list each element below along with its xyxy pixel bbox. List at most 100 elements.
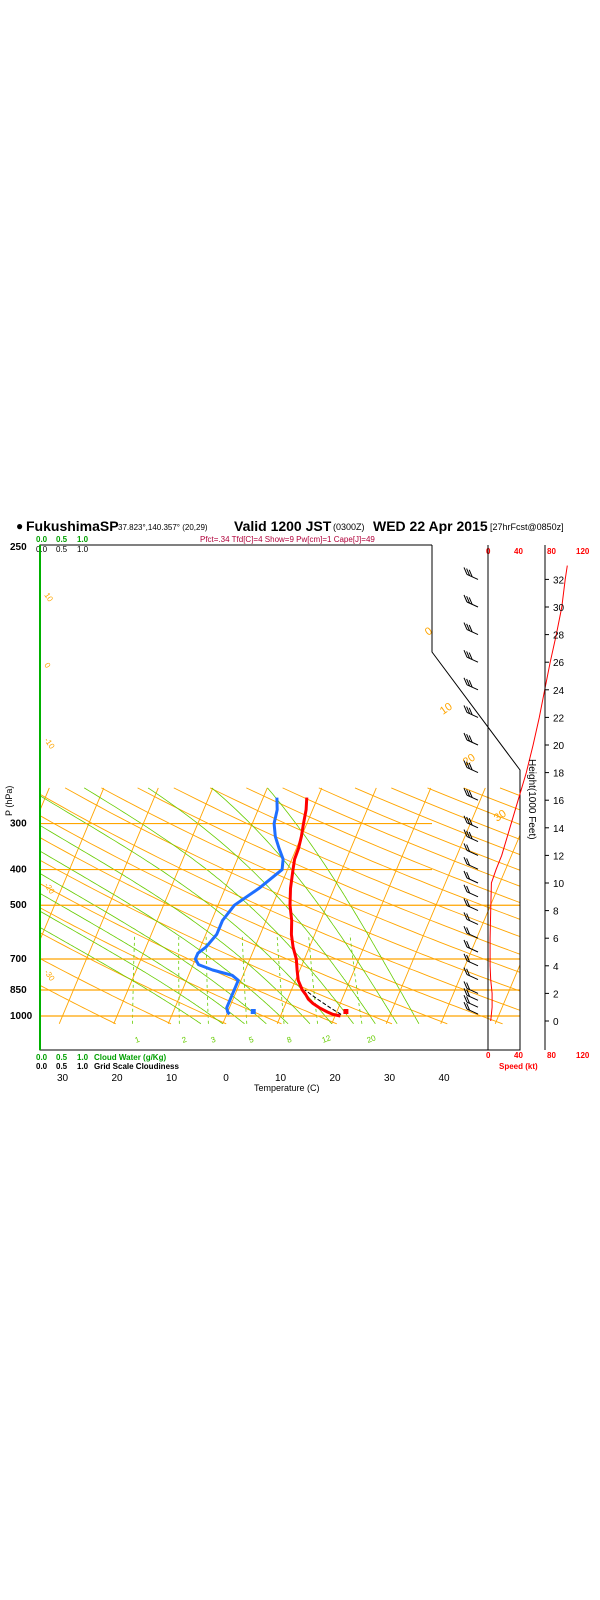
scale-tick: 0.0 [36,1062,48,1071]
wind-barb [463,815,479,829]
wind-barb [463,829,479,843]
wind-barb [463,981,479,994]
mixing-ratio-label: 8 [286,1035,294,1045]
theta-label: 0 [423,625,435,638]
barb-shaft [466,767,479,774]
height-tick-label: 4 [553,962,559,973]
barb-flag [468,680,473,688]
barb-shaft [466,849,479,856]
temperature-axis-ticks: 30 20 10 0 10 20 30 40 [57,1073,450,1084]
adiabat-label: -30 [42,968,56,983]
station-name: FukushimaSP [26,518,119,534]
temperature-tick-label: 30 [384,1073,396,1084]
barb-flag [466,954,471,963]
wind-barb [463,732,479,746]
barb-shaft [466,932,479,939]
wind-speed-profile [489,565,568,1022]
adiabat-label: -20 [42,881,56,896]
barb-shaft [466,601,479,608]
barb-shaft [466,836,479,843]
dry-adiabat-line [572,788,600,1024]
scale-tick: 0.5 [56,545,68,554]
adiabat-label: 0 [42,661,52,670]
barb-flag [466,761,471,769]
barb-flag [463,622,468,630]
cloud-water-label: Cloud Water (g/Kg) [94,1053,166,1062]
barb-flag [463,939,468,948]
barb-flag [463,594,468,603]
scale-tick: 1.0 [77,545,89,554]
temperature-tick-label: 10 [166,1073,178,1084]
moist-adiabat-line [40,787,223,1025]
barb-flag [468,624,473,633]
speed-tick: 120 [576,1051,590,1060]
wind-barb [463,677,479,691]
barb-shaft [466,946,479,953]
wind-barb [463,884,479,898]
station-coords: 37.823°,140.357° (20,29) [118,523,208,532]
isotherm-line [113,787,214,1024]
scale-tick: 1.0 [77,535,89,544]
theta-label: 30 [492,808,509,825]
height-tick-label: 8 [553,907,559,918]
surface-markers [250,1009,349,1014]
mixing-ratio-line [205,934,209,1024]
barb-flag [463,843,468,851]
wind-barb [463,939,479,953]
barb-flag [463,650,468,658]
moist-adiabat-line [40,787,289,1025]
pressure-axis-ticks: 250 300 400 500 700 850 1000 [10,542,33,1022]
barb-flag [466,872,471,880]
height-tick-label: 14 [553,824,565,835]
cloud-water-scale-bottom: 0.0 0.5 1.0 Cloud Water (g/Kg) [36,1053,166,1062]
utc-time: (0300Z) [333,522,365,532]
barb-flag [463,988,468,996]
surface-dewpoint-marker [250,1009,256,1014]
moist-adiabat-line [40,787,202,1025]
speed-tick: 40 [514,1051,523,1060]
barb-flag [466,678,471,687]
wind-barb [463,1001,479,1015]
wind-barb [463,594,479,608]
isotherm-line [385,787,486,1024]
parcel-path [304,989,342,1015]
dry-adiabat-line [246,787,520,1025]
barb-flag [466,858,471,866]
barb-flag [468,735,473,743]
height-axis-label: Height(1000 Feet) [526,759,537,840]
barb-flag [468,707,473,715]
pressure-tick-label: 850 [10,985,27,996]
dry-adiabat-line [40,787,448,1025]
barb-flag [463,912,468,920]
moist-adiabat-line [147,787,376,1025]
barb-shaft [466,918,479,925]
isotherm-line [276,787,377,1024]
isotherm-line [40,787,105,1024]
speed-scale-top: 0 40 80 120 [486,547,590,556]
isobars: 0 10 20 30 [40,625,520,1017]
mixing-ratio-line [178,934,180,1024]
barb-shaft [466,711,479,718]
speed-tick: 40 [514,547,523,556]
height-tick-label: 26 [553,658,565,669]
height-tick-label: 10 [553,879,565,890]
barb-flag [468,569,473,577]
moist-adiabat-line [267,787,420,1024]
adiabat-label: -10 [42,736,56,751]
barb-flag [466,927,471,935]
isotherm-line [494,787,520,1024]
temperature-curve [288,797,341,1018]
pressure-tick-label: 400 [10,865,27,876]
barb-flag [466,789,471,797]
mixing-ratio-line [276,934,285,1024]
wind-barb [463,857,479,870]
barb-shaft [466,863,479,870]
moist-adiabat-line [40,787,267,1025]
wind-barb [463,967,479,981]
speed-tick: 80 [547,547,556,556]
theta-label: 10 [438,701,455,718]
pressure-tick-label: 300 [10,819,27,830]
wind-barb [463,995,479,1008]
wind-barb [463,788,479,801]
speed-scale-bottom: 0 40 80 120 Speed (kt) [486,1051,590,1071]
